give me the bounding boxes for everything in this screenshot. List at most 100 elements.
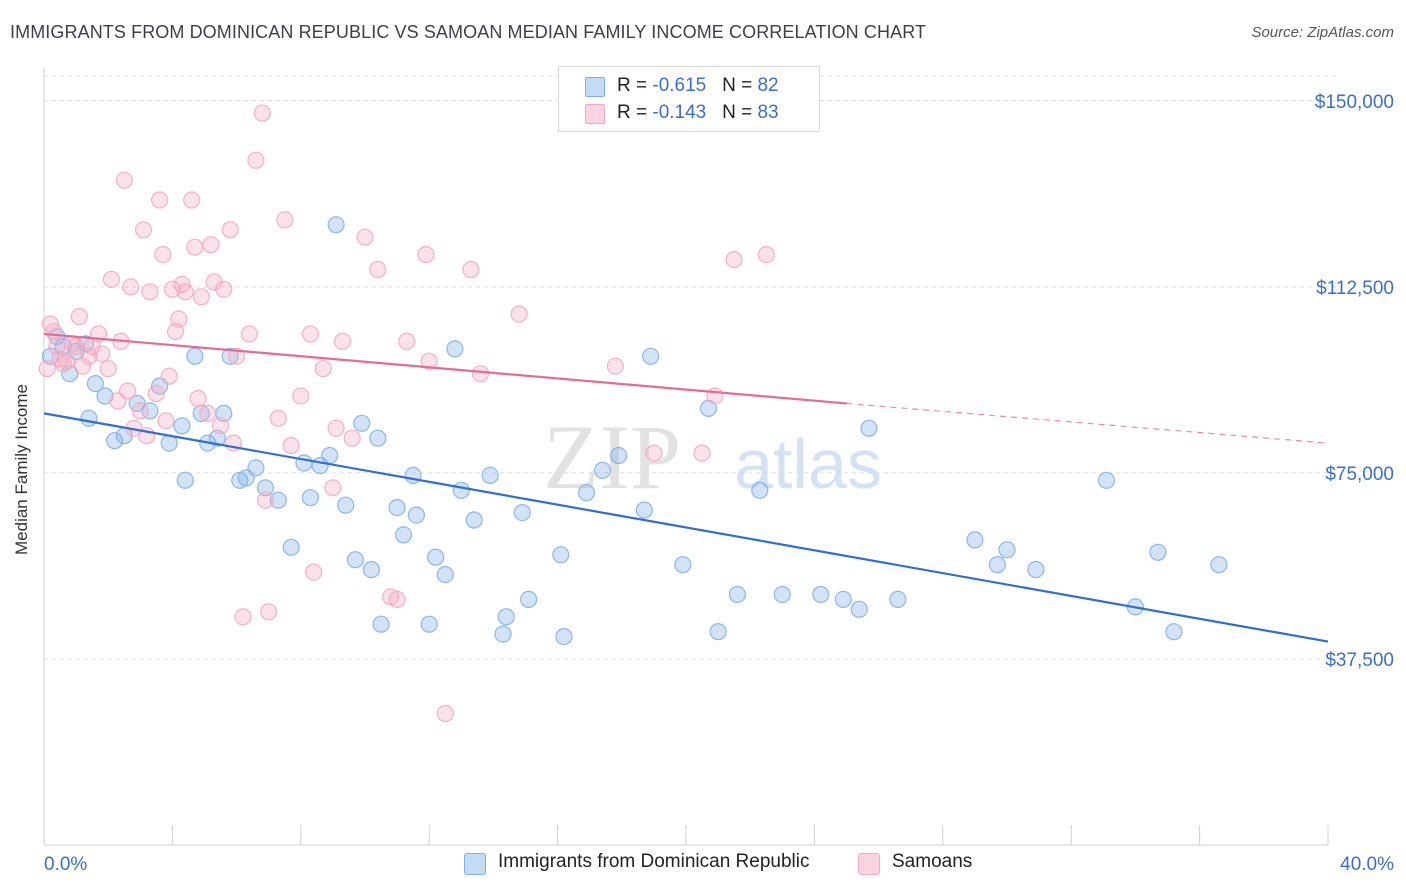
data-point (757, 246, 775, 264)
r-label: R = (617, 75, 653, 96)
data-point (147, 384, 165, 403)
data-point (70, 308, 88, 326)
legend-swatch-dominican (464, 853, 486, 875)
r-value: -0.143 (652, 102, 707, 123)
data-point (642, 347, 660, 365)
data-point (388, 499, 406, 517)
data-point (1097, 471, 1116, 489)
grid-lines (44, 75, 1336, 660)
axes (43, 68, 1329, 846)
data-point (221, 221, 239, 239)
data-point (134, 221, 153, 239)
data-point (151, 191, 169, 209)
data-point (115, 171, 133, 189)
data-point (998, 541, 1016, 559)
data-point (54, 355, 72, 373)
data-point (593, 461, 612, 479)
data-point (282, 538, 300, 556)
source-label: Source: ZipAtlas.com (1251, 24, 1394, 41)
y-tick-label: $112,500 (1316, 278, 1394, 299)
data-point (176, 283, 194, 301)
data-point (472, 365, 490, 383)
data-point (96, 387, 114, 405)
data-point (86, 375, 105, 393)
data-point (333, 332, 352, 350)
data-point (173, 417, 191, 435)
data-point (388, 590, 406, 609)
data-point (80, 347, 98, 365)
data-point (427, 548, 445, 566)
data-point (346, 551, 364, 569)
data-point (728, 585, 747, 604)
data-point (850, 600, 868, 618)
data-point (192, 288, 210, 306)
data-point (860, 419, 878, 437)
data-point (674, 556, 692, 574)
data-point (99, 360, 117, 378)
data-point (321, 446, 339, 465)
legend-stats-dominican: R = -0.615 N = 82 (617, 75, 779, 97)
data-point (38, 360, 56, 378)
data-point (269, 409, 287, 427)
data-point (966, 531, 984, 549)
data-point (436, 565, 454, 584)
trend-line-1 (43, 332, 847, 405)
data-point (513, 503, 531, 522)
data-point (1210, 556, 1228, 574)
data-point (253, 104, 271, 122)
data-point (773, 585, 791, 604)
data-point (247, 151, 265, 169)
data-point (324, 479, 342, 497)
data-point (394, 526, 413, 544)
data-point (157, 412, 175, 430)
data-point (420, 352, 438, 370)
data-point (834, 590, 852, 609)
data-point (199, 404, 217, 422)
data-point (234, 608, 252, 626)
trend-extension-1 (846, 402, 1329, 444)
data-point (215, 280, 233, 298)
x-tick-label-max: 40.0% (1340, 854, 1394, 875)
chart-title: IMMIGRANTS FROM DOMINICAN REPUBLIC VS SA… (10, 22, 927, 42)
data-point (407, 506, 425, 524)
trend-lines (43, 332, 1329, 643)
y-tick-label: $37,500 (1325, 650, 1394, 671)
data-point (73, 357, 92, 375)
watermark-zip: ZIP (543, 406, 681, 508)
data-point (154, 246, 172, 264)
n-value: 83 (757, 102, 779, 123)
data-point (186, 347, 204, 365)
data-point (67, 337, 85, 355)
data-point (44, 322, 63, 341)
data-point (751, 481, 769, 499)
n-label: N = (722, 75, 758, 96)
data-point (292, 387, 310, 405)
legend-swatch-samoan (858, 853, 880, 875)
data-point (295, 454, 313, 472)
data-point (170, 310, 188, 328)
data-point (577, 484, 596, 502)
data-point (102, 270, 121, 288)
data-point (260, 603, 278, 621)
data-point (369, 260, 387, 279)
data-point (141, 283, 159, 301)
data-point (212, 417, 230, 435)
data-point (709, 623, 727, 641)
correlation-legend: R = -0.615 N = 82 R = -0.143 N = 83 (558, 66, 820, 132)
data-point (372, 615, 390, 633)
data-point (812, 585, 830, 604)
watermark-atlas: atlas (734, 425, 882, 503)
data-point (343, 429, 361, 447)
series-dominican-points (41, 216, 1228, 646)
data-point (1149, 543, 1167, 561)
data-point (131, 402, 149, 420)
data-point (256, 479, 275, 497)
data-point (327, 419, 345, 437)
data-point (276, 211, 294, 229)
n-label: N = (722, 102, 758, 123)
data-point (988, 556, 1007, 574)
data-point (183, 191, 201, 209)
data-point (446, 340, 464, 358)
legend-swatch-dominican (585, 77, 605, 97)
